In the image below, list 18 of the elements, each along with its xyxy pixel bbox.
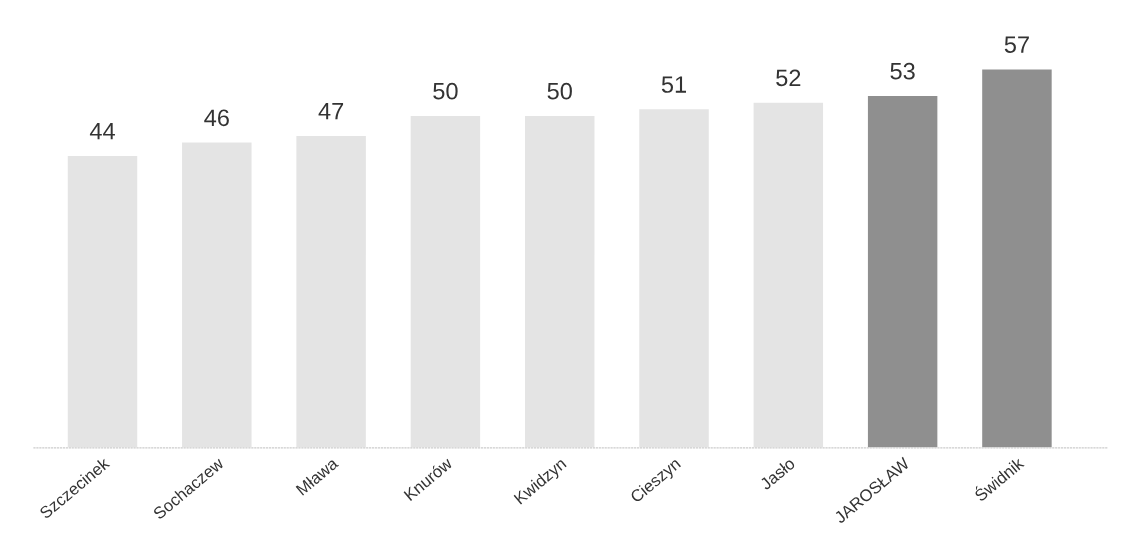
bar: [409, 114, 482, 448]
bar: [752, 101, 825, 448]
bar: [523, 114, 596, 448]
data-label: 51: [661, 76, 687, 93]
bar: [294, 134, 368, 448]
data-label: 44: [89, 122, 115, 140]
data-label: 50: [433, 82, 458, 100]
bar: [637, 107, 711, 448]
bar: [866, 94, 939, 448]
bar: [180, 141, 253, 448]
data-label: 50: [547, 82, 572, 100]
bar: [66, 154, 139, 448]
bar: [980, 68, 1054, 448]
data-label: 53: [890, 62, 915, 80]
data-label: 52: [776, 69, 801, 87]
data-label: 46: [204, 109, 229, 127]
data-label: 47: [318, 103, 344, 120]
data-label: 57: [1004, 36, 1029, 53]
